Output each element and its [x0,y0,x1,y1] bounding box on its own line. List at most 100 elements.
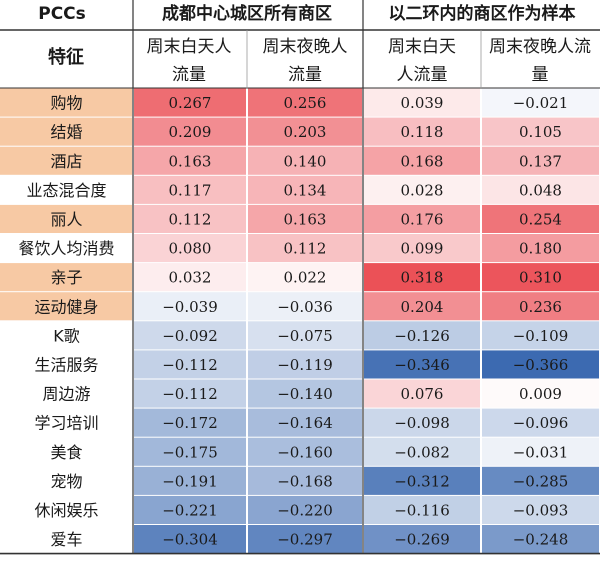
heatmap-cell [482,292,599,321]
cell-value: −0.031 [513,443,569,461]
cell-value: −0.112 [162,356,218,374]
heatmap-cell [482,263,599,292]
cell-value: −0.109 [513,327,569,345]
row-label: 业态混合度 [26,181,106,200]
heatmap-cell [134,146,246,175]
heatmap-cell [248,350,362,379]
row-label: 美食 [50,443,82,462]
row-label: K歌 [53,326,80,345]
row-label-highlight [0,88,132,117]
heatmap-cell [364,263,480,292]
cell-value: 0.140 [284,152,327,170]
heatmap-cell [364,379,480,408]
heatmap-cell [364,204,480,233]
cell-value: −0.119 [277,356,333,374]
row-label: 爱车 [50,530,82,549]
cell-value: −0.285 [513,472,569,490]
heatmap-cell [482,437,599,466]
cell-value: −0.092 [162,327,218,345]
heatmap-cell [482,88,599,117]
heatmap-cell [134,117,246,146]
cell-value: 0.112 [284,240,327,258]
cell-value: 0.118 [401,123,444,141]
col2-header-line1: 周末夜晚人 [263,37,348,57]
cell-value: −0.312 [394,472,450,490]
cell-value: −0.175 [162,443,218,461]
row-label: 结婚 [50,123,82,142]
heatmap-cell [134,321,246,350]
cell-value: −0.116 [394,501,450,519]
row-label: 休闲娱乐 [34,501,98,520]
heatmap-cell [364,495,480,524]
cell-value: −0.096 [513,414,569,432]
heatmap-cell [482,408,599,437]
cell-value: 0.048 [519,181,562,199]
heatmap-cell [364,321,480,350]
row-label-highlight [0,292,132,321]
col1-header-line1: 周末白天人 [147,37,232,57]
cell-value: −0.220 [277,501,333,519]
col3-header-line2: 人流量 [397,65,448,85]
cell-value: −0.160 [277,443,333,461]
heatmap-cell [248,175,362,204]
heatmap-cell [134,88,246,117]
heatmap-cell [364,117,480,146]
heatmap-cell [134,466,246,495]
group-label-all-districts: 成都中心城区所有商区 [162,3,332,24]
cell-value: 0.137 [519,152,562,170]
heatmap-cell [482,204,599,233]
cell-value: −0.366 [513,356,569,374]
col2-header-line2: 流量 [288,65,322,85]
row-label: 酒店 [50,152,82,171]
cell-value: −0.221 [162,501,218,519]
feature-header: 特征 [48,46,84,68]
row-label: 餐饮人均消费 [18,239,114,258]
cell-value: 0.256 [284,94,327,112]
cell-value: 0.163 [284,210,327,228]
col4-header-line2: 量 [532,65,549,85]
heatmap-cell [248,204,362,233]
cell-value: −0.297 [277,531,333,549]
heatmap-cell [248,146,362,175]
cell-value: −0.140 [277,385,333,403]
heatmap-cell [248,466,362,495]
cell-value: 0.009 [519,385,562,403]
cell-value: −0.098 [394,414,450,432]
cell-value: −0.112 [162,385,218,403]
col3-header-line1: 周末白天 [388,37,456,57]
row-label-highlight [0,146,132,175]
heatmap-cell [248,88,362,117]
heatmap-cell [248,263,362,292]
heatmap-cell [248,408,362,437]
heatmap-cell [248,117,362,146]
cell-value: −0.036 [277,298,333,316]
row-label: 运动健身 [34,297,98,316]
row-label: 宠物 [50,472,82,491]
cell-value: 0.176 [401,210,444,228]
heatmap-cell [134,379,246,408]
heatmap-cell [364,350,480,379]
cell-value: −0.269 [394,531,450,549]
heatmap-cell [482,175,599,204]
cell-value: −0.168 [277,472,333,490]
cell-value: 0.163 [169,152,212,170]
cell-value: 0.203 [284,123,327,141]
cell-value: −0.039 [162,298,218,316]
heatmap-cell [482,466,599,495]
cell-value: 0.022 [284,269,327,287]
row-label: 丽人 [50,210,82,229]
heatmap-cell [482,525,599,554]
cell-value: 0.032 [169,269,212,287]
heatmap-cell [248,379,362,408]
group-label-inner-ring: 以二环内的商区作为样本 [389,3,576,24]
corner-label: PCCs [38,4,86,24]
cell-value: 0.028 [401,181,444,199]
heatmap-cell [134,175,246,204]
cell-value: −0.172 [162,414,218,432]
heatmap-cell [482,379,599,408]
cell-value: 0.039 [401,94,444,112]
heatmap-cell [364,88,480,117]
cell-value: 0.180 [519,240,562,258]
heatmap-cell [134,408,246,437]
